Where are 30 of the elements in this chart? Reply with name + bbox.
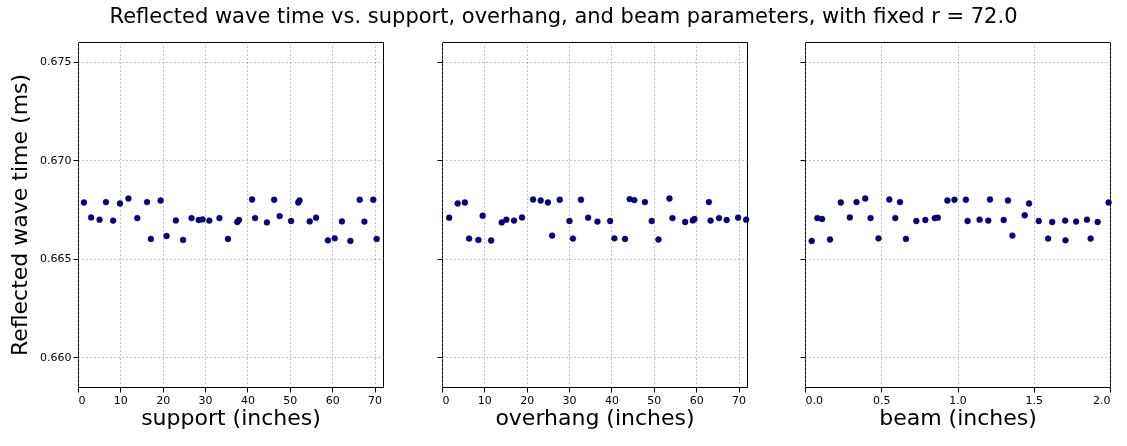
x-tick-label: 30 <box>198 393 213 407</box>
x-tick-label: 1.0 <box>949 393 967 407</box>
x-tick-label: 50 <box>283 393 298 407</box>
y-tick-label: 0.675 <box>40 55 72 69</box>
x-tick-label: 50 <box>647 393 662 407</box>
x-axis-title: beam (inches) <box>879 404 1037 430</box>
x-tick-label: 20 <box>156 393 171 407</box>
x-tick-label: 0.5 <box>873 393 891 407</box>
x-tick-label: 0 <box>442 393 450 407</box>
x-tick-label: 70 <box>368 393 383 407</box>
y-axis-title: Reflected wave time (ms) <box>7 73 33 357</box>
x-tick-label: 60 <box>689 393 704 407</box>
x-tick-label: 70 <box>732 393 747 407</box>
x-tick-label: 40 <box>604 393 619 407</box>
x-tick-label: 60 <box>325 393 340 407</box>
x-tick-label: 40 <box>240 393 255 407</box>
y-tick-label: 0.665 <box>40 252 72 266</box>
x-tick-label: 20 <box>520 393 535 407</box>
x-tick-label: 0.0 <box>805 393 823 407</box>
text: Reflected wave time vs. support, overhang, and beam parameters, with fixed r = 72.0 <box>108 4 1019 28</box>
x-axis-title: support (inches) <box>141 404 321 430</box>
x-tick-label: 10 <box>113 393 128 407</box>
x-tick-label: 30 <box>562 393 577 407</box>
x-tick-label: 1.5 <box>1025 393 1043 407</box>
y-tick-label: 0.670 <box>40 153 72 167</box>
x-tick-label: 0 <box>78 393 86 407</box>
x-tick-label: 2.0 <box>1093 393 1111 407</box>
x-axis-title: overhang (inches) <box>495 404 695 430</box>
x-tick-label: 10 <box>477 393 492 407</box>
y-tick-label: 0.660 <box>40 350 72 364</box>
